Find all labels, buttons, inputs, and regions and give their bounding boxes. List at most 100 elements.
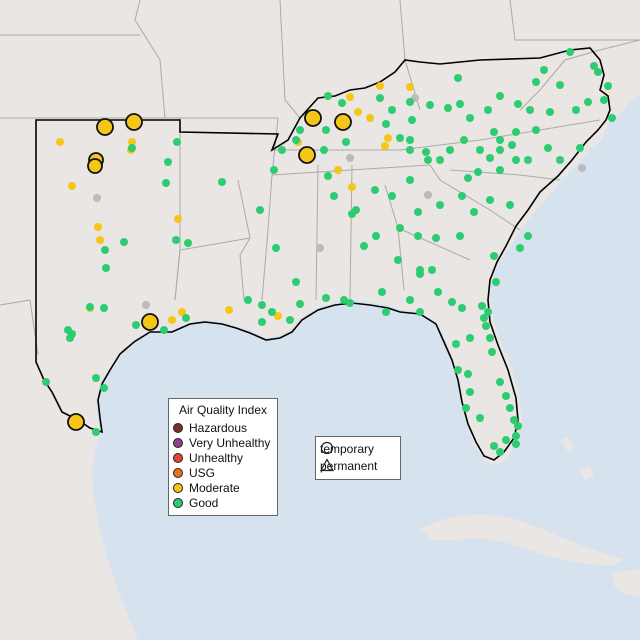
monitor-marker[interactable] <box>396 134 404 142</box>
monitor-marker[interactable] <box>470 208 478 216</box>
monitor-marker[interactable] <box>330 192 338 200</box>
monitor-marker[interactable] <box>296 126 304 134</box>
monitor-marker[interactable] <box>532 126 540 134</box>
monitor-marker[interactable] <box>514 422 522 430</box>
monitor-marker[interactable] <box>414 208 422 216</box>
monitor-marker[interactable] <box>142 301 150 309</box>
monitor-marker[interactable] <box>496 136 504 144</box>
monitor-marker[interactable] <box>466 334 474 342</box>
monitor-marker[interactable] <box>422 148 430 156</box>
monitor-marker[interactable] <box>396 224 404 232</box>
monitor-marker[interactable] <box>508 141 516 149</box>
monitor-marker[interactable] <box>360 242 368 250</box>
monitor-marker[interactable] <box>480 314 488 322</box>
monitor-marker[interactable] <box>322 294 330 302</box>
monitor-marker[interactable] <box>168 316 176 324</box>
monitor-marker[interactable] <box>56 138 64 146</box>
monitor-marker[interactable] <box>120 238 128 246</box>
monitor-marker[interactable] <box>258 318 266 326</box>
monitor-marker[interactable] <box>512 432 520 440</box>
monitor-marker[interactable] <box>544 144 552 152</box>
monitor-marker[interactable] <box>486 334 494 342</box>
monitor-marker[interactable] <box>324 172 332 180</box>
temporary-monitor-marker[interactable] <box>67 413 85 431</box>
monitor-marker[interactable] <box>490 128 498 136</box>
monitor-marker[interactable] <box>484 308 492 316</box>
monitor-marker[interactable] <box>278 146 286 154</box>
monitor-marker[interactable] <box>572 106 580 114</box>
monitor-marker[interactable] <box>406 296 414 304</box>
monitor-marker[interactable] <box>42 378 50 386</box>
monitor-marker[interactable] <box>556 81 564 89</box>
monitor-marker[interactable] <box>384 134 392 142</box>
monitor-marker[interactable] <box>92 374 100 382</box>
monitor-marker[interactable] <box>608 114 616 122</box>
monitor-marker[interactable] <box>436 156 444 164</box>
monitor-marker[interactable] <box>496 448 504 456</box>
monitor-marker[interactable] <box>476 146 484 154</box>
monitor-marker[interactable] <box>128 144 136 152</box>
monitor-marker[interactable] <box>372 232 380 240</box>
monitor-marker[interactable] <box>424 191 432 199</box>
monitor-marker[interactable] <box>164 158 172 166</box>
monitor-marker[interactable] <box>478 302 486 310</box>
monitor-marker[interactable] <box>94 223 102 231</box>
monitor-marker[interactable] <box>371 186 379 194</box>
monitor-marker[interactable] <box>506 404 514 412</box>
temporary-monitor-marker[interactable] <box>87 158 103 174</box>
monitor-marker[interactable] <box>458 192 466 200</box>
monitor-marker[interactable] <box>448 298 456 306</box>
monitor-marker[interactable] <box>426 101 434 109</box>
monitor-marker[interactable] <box>566 48 574 56</box>
monitor-marker[interactable] <box>376 94 384 102</box>
monitor-marker[interactable] <box>92 428 100 436</box>
monitor-marker[interactable] <box>340 296 348 304</box>
monitor-marker[interactable] <box>482 322 490 330</box>
monitor-marker[interactable] <box>512 156 520 164</box>
monitor-marker[interactable] <box>436 201 444 209</box>
monitor-marker[interactable] <box>556 156 564 164</box>
monitor-marker[interactable] <box>334 166 342 174</box>
monitor-marker[interactable] <box>101 246 109 254</box>
monitor-marker[interactable] <box>434 288 442 296</box>
monitor-marker[interactable] <box>274 312 282 320</box>
monitor-marker[interactable] <box>486 154 494 162</box>
monitor-marker[interactable] <box>496 166 504 174</box>
monitor-marker[interactable] <box>376 82 384 90</box>
monitor-marker[interactable] <box>432 234 440 242</box>
monitor-marker[interactable] <box>174 215 182 223</box>
monitor-marker[interactable] <box>378 288 386 296</box>
monitor-marker[interactable] <box>414 232 422 240</box>
monitor-marker[interactable] <box>512 440 520 448</box>
monitor-marker[interactable] <box>86 303 94 311</box>
monitor-marker[interactable] <box>526 106 534 114</box>
monitor-marker[interactable] <box>346 93 354 101</box>
temporary-monitor-marker[interactable] <box>96 118 114 136</box>
monitor-marker[interactable] <box>324 92 332 100</box>
monitor-marker[interactable] <box>128 138 136 146</box>
monitor-marker[interactable] <box>352 206 360 214</box>
monitor-marker[interactable] <box>382 120 390 128</box>
monitor-marker[interactable] <box>408 116 416 124</box>
monitor-marker[interactable] <box>346 154 354 162</box>
monitor-marker[interactable] <box>320 146 328 154</box>
monitor-marker[interactable] <box>286 316 294 324</box>
monitor-marker[interactable] <box>584 98 592 106</box>
monitor-marker[interactable] <box>460 136 468 144</box>
monitor-marker[interactable] <box>492 278 500 286</box>
monitor-marker[interactable] <box>381 142 389 150</box>
monitor-marker[interactable] <box>406 136 414 144</box>
monitor-marker[interactable] <box>532 78 540 86</box>
monitor-marker[interactable] <box>576 144 584 152</box>
temporary-monitor-marker[interactable] <box>141 313 159 331</box>
monitor-marker[interactable] <box>490 252 498 260</box>
monitor-marker[interactable] <box>578 164 586 172</box>
monitor-marker[interactable] <box>462 404 470 412</box>
monitor-marker[interactable] <box>502 436 510 444</box>
monitor-marker[interactable] <box>464 370 472 378</box>
monitor-marker[interactable] <box>516 244 524 252</box>
monitor-marker[interactable] <box>594 68 602 76</box>
monitor-marker[interactable] <box>388 192 396 200</box>
